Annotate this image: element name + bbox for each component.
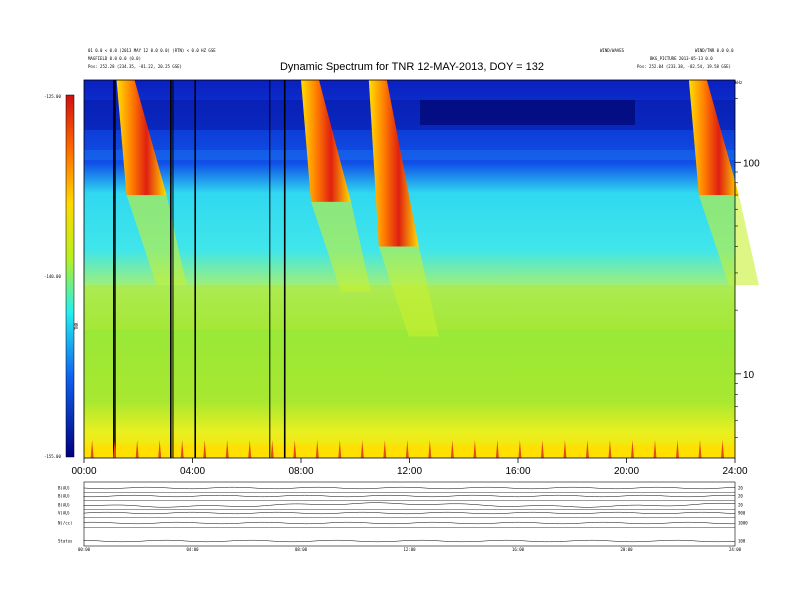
chart-title: Dynamic Spectrum for TNR 12-MAY-2013, DO…	[280, 61, 544, 73]
subpanel-label: N(/cc)	[58, 521, 72, 526]
radio-burst-0	[116, 80, 167, 196]
subpanel-x-tick-label: 24:00	[729, 547, 742, 552]
x-tick-label: 20:00	[614, 466, 639, 477]
floor-spike	[180, 440, 184, 458]
subpanel-right-tick: 20	[738, 494, 743, 499]
subpanel-x-tick-label: 20:00	[620, 547, 633, 552]
header-right-top: WIND/TNR 0.0 0.0	[695, 48, 734, 53]
header-right-mid: BKG_PICTURE 2013-05-13 0.0	[650, 56, 713, 61]
colorbar-tick-bottom: -155.00	[44, 454, 61, 459]
x-tick-label: 16:00	[505, 466, 530, 477]
y-tick-label: 100	[743, 158, 760, 169]
floor-spike	[585, 440, 589, 458]
floor-spike	[608, 440, 612, 458]
subpanel-trace	[83, 521, 735, 525]
subpanel-label: B(AU)	[58, 503, 70, 508]
subpanel-trace	[83, 486, 736, 490]
yellow-floor	[84, 445, 735, 458]
subpanel-trace	[83, 502, 736, 508]
y-tick-label: 10	[743, 370, 755, 381]
floor-spike	[630, 440, 634, 458]
header-left-top: 01 0.0 < 0.0 (2013 MAY 12 0.0 0.0) (RTN)…	[88, 48, 216, 53]
x-tick-label: 24:00	[722, 466, 747, 477]
floor-spike	[270, 440, 274, 458]
x-tick-label: 04:00	[180, 466, 205, 477]
subpanel-label: B(AU)	[58, 494, 70, 499]
subpanel-trace	[83, 511, 736, 515]
colorbar	[65, 94, 75, 458]
subpanel-right-tick: 20	[738, 503, 743, 508]
spectrogram	[83, 79, 759, 459]
floor-spike	[698, 440, 702, 458]
subpanel-label: B(AU)	[58, 486, 70, 491]
header-right-pos: Pos: 252.04 (233.38, -82.54, 19.58 GSE)	[637, 64, 731, 69]
subpanel-right-tick: 20	[738, 486, 743, 491]
subpanel-trace	[83, 494, 736, 498]
subpanel-right-tick: 900	[738, 511, 746, 516]
floor-spike	[225, 440, 229, 458]
radio-burst-3	[688, 80, 739, 196]
floor-spike	[293, 440, 297, 458]
subpanel-x-tick-label: 00:00	[78, 547, 91, 552]
floor-spike	[428, 440, 432, 458]
floor-spike	[315, 440, 319, 458]
subpanel-label: Status	[58, 539, 73, 544]
subpanel-label: V(AU)	[58, 511, 70, 516]
floor-spike	[540, 440, 544, 458]
floor-spike	[90, 440, 94, 458]
subpanels: B(AU) 20 B(AU) 20 B(AU) 20 V(AU) 900 N(/cc) 1000 S…	[58, 481, 748, 552]
header-center-small: WIND/WAVES	[600, 48, 625, 53]
subpanel-x-tick-label: 08:00	[295, 547, 308, 552]
floor-spike	[360, 440, 364, 458]
subpanel-right-tick: 1000	[738, 521, 748, 526]
x-tick-label: 00:00	[71, 466, 96, 477]
header-right-units: kHz	[735, 80, 743, 85]
radio-burst-tail-1	[311, 201, 371, 292]
subpanel-trace	[83, 539, 736, 543]
floor-spike	[473, 440, 477, 458]
floor-spike	[338, 440, 342, 458]
colorbar-label: TNR	[74, 322, 79, 330]
floor-spike	[450, 440, 454, 458]
floor-spike	[563, 440, 567, 458]
radio-burst-tail-3	[698, 195, 759, 286]
subpanel-right-tick: 100	[738, 539, 746, 544]
floor-spike	[135, 440, 139, 458]
subpanel-x-tick-label: 12:00	[403, 547, 416, 552]
x-tick-label: 12:00	[397, 466, 422, 477]
floor-spike	[405, 440, 409, 458]
floor-spike	[158, 440, 162, 458]
colorbar-tick-mid: -140.00	[44, 274, 61, 279]
header-left-pos: Pos: 252.28 (234.35, -81.22, 20.25 GSE)	[88, 64, 182, 69]
header-left-mid: MAGFIELD 0.0 0.0 (0.0)	[88, 56, 141, 61]
radio-burst-tail-2	[378, 246, 439, 337]
dark-band	[84, 100, 735, 130]
floor-spike	[113, 440, 117, 458]
floor-spike	[675, 440, 679, 458]
bright-band	[84, 150, 735, 160]
subpanel-x-tick-label: 16:00	[512, 547, 525, 552]
floor-spike	[203, 440, 207, 458]
subpanel-x-tick-label: 04:00	[186, 547, 199, 552]
dark-band-core	[420, 100, 635, 125]
x-tick-label: 08:00	[288, 466, 313, 477]
floor-spike	[383, 440, 387, 458]
floor-spike	[518, 440, 522, 458]
radio-burst-2	[368, 80, 419, 247]
floor-spike	[653, 440, 657, 458]
colorbar-tick-top: -125.00	[44, 94, 61, 99]
floor-spike	[495, 440, 499, 458]
floor-spike	[721, 440, 725, 458]
radio-burst-1	[301, 80, 351, 202]
floor-spike	[248, 440, 252, 458]
